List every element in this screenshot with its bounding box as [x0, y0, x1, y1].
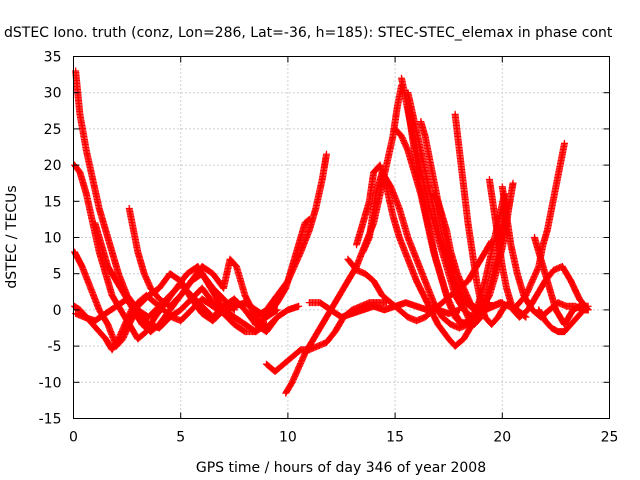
- x-tick-label: 0: [69, 430, 78, 446]
- data-series: [125, 205, 303, 332]
- y-tick-label: 25: [44, 122, 62, 138]
- data-series: [509, 139, 568, 314]
- y-tick-label: 30: [44, 86, 62, 102]
- data-series: [72, 67, 238, 321]
- data-series: [430, 190, 493, 314]
- data-series: [485, 176, 592, 321]
- x-tick-label: 25: [601, 430, 619, 446]
- y-tick-label: -10: [39, 375, 62, 391]
- data-series: [404, 103, 472, 328]
- chart-title: dSTEC Iono. truth (conz, Lon=286, Lat=-3…: [4, 25, 613, 41]
- data-series: [451, 110, 515, 328]
- x-tick-label: 20: [493, 430, 511, 446]
- x-tick-label: 5: [176, 430, 185, 446]
- y-tick-label: 5: [53, 267, 62, 283]
- y-tick-label: 0: [53, 303, 62, 319]
- data-series: [252, 150, 330, 321]
- axis-ticks: 0 5 10 15 20 25 -15 -10 -5 0 5 10 15 20 25 30 35: [39, 50, 619, 446]
- grid: [73, 56, 610, 419]
- y-tick-label: 10: [44, 231, 62, 247]
- y-tick-label: -5: [48, 339, 62, 355]
- x-axis-title: GPS time / hours of day 346 of year 2008: [196, 460, 486, 476]
- y-tick-label: -15: [39, 412, 62, 428]
- x-tick-label: 15: [386, 430, 404, 446]
- y-axis-title: dSTEC / TECUs: [4, 185, 20, 288]
- data-series: [535, 306, 592, 336]
- y-tick-label: 20: [44, 158, 62, 174]
- x-tick-label: 10: [279, 430, 297, 446]
- data-series: [252, 215, 313, 328]
- data-series: [305, 299, 463, 321]
- data-marks: [71, 67, 592, 397]
- y-tick-label: 35: [44, 50, 62, 66]
- y-tick-label: 15: [44, 194, 62, 210]
- data-series: [359, 168, 506, 332]
